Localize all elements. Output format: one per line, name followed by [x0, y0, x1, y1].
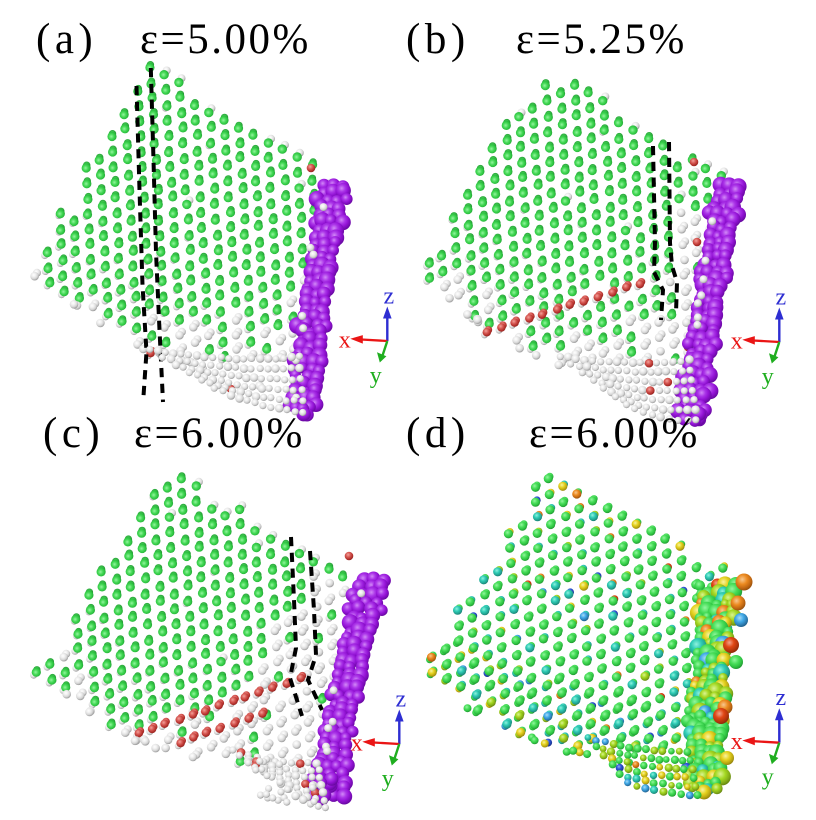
svg-text:(d): (d): [406, 410, 470, 457]
svg-text:z: z: [775, 685, 786, 711]
svg-text:x: x: [731, 729, 743, 755]
svg-text:x: x: [731, 329, 743, 355]
svg-text:(b): (b): [406, 16, 470, 63]
svg-text:(c): (c): [43, 410, 104, 457]
svg-text:y: y: [762, 765, 774, 791]
svg-text:x: x: [351, 731, 363, 757]
svg-text:y: y: [370, 363, 382, 389]
svg-text:ε=5.00%: ε=5.00%: [140, 16, 311, 63]
svg-text:x: x: [339, 328, 351, 354]
svg-text:z: z: [395, 687, 406, 713]
svg-text:(a): (a): [36, 16, 97, 63]
svg-text:ε=5.25%: ε=5.25%: [516, 16, 687, 63]
svg-text:y: y: [382, 766, 394, 792]
svg-text:z: z: [383, 284, 394, 310]
svg-text:ε=6.00%: ε=6.00%: [529, 410, 700, 457]
svg-text:ε=6.00%: ε=6.00%: [134, 410, 305, 457]
svg-text:y: y: [762, 364, 774, 390]
svg-text:z: z: [775, 285, 786, 311]
